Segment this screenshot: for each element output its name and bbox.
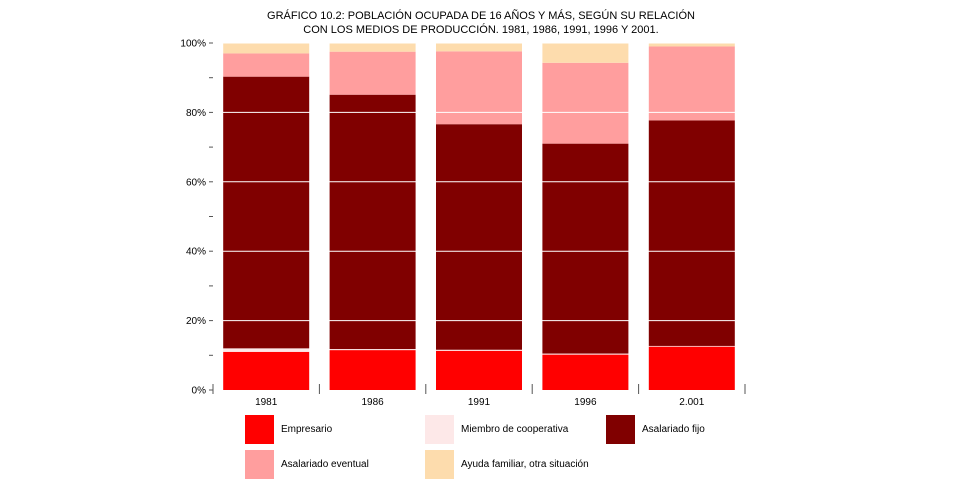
bar-segment [542, 62, 629, 144]
bar-stack-1981 [223, 43, 310, 390]
y-tick-label: 60% [186, 177, 206, 188]
bar-segment [436, 350, 522, 390]
y-tick-label: 100% [180, 39, 206, 50]
bar-segment [329, 350, 416, 390]
bar-stacks [213, 42, 745, 390]
bar-stack-1991 [436, 43, 522, 390]
bar-segment [436, 349, 522, 351]
y-tick-label: 0% [192, 386, 207, 397]
bar-segment [223, 76, 310, 349]
y-tick-label: 80% [186, 108, 206, 119]
bar-segment [436, 43, 522, 52]
chart-title: GRÁFICO 10.2: POBLACIÓN OCUPADA DE 16 AÑ… [0, 9, 962, 37]
bar-segment [542, 143, 629, 354]
bar-segment [648, 46, 735, 121]
y-tick-label: 40% [186, 247, 206, 258]
bar-stack-2.001 [648, 43, 735, 390]
chart-title-line-1: GRÁFICO 10.2: POBLACIÓN OCUPADA DE 16 AÑ… [267, 10, 695, 22]
bar-segment [648, 345, 735, 347]
bar-segment [223, 53, 310, 77]
bar-segment [648, 120, 735, 346]
bar-stack-1986 [329, 43, 416, 390]
bar-stack-1996 [542, 43, 629, 390]
bar-segment [223, 348, 310, 352]
bar-segment [329, 51, 416, 95]
bar-segment [329, 349, 416, 351]
x-tick-label: 2.001 [679, 397, 704, 408]
bar-segment [542, 353, 629, 355]
bar-segment [436, 124, 522, 350]
bar-segment [436, 51, 522, 125]
x-tick-label: 1981 [255, 397, 278, 408]
y-tick-label: 20% [186, 316, 206, 327]
bar-segment [329, 43, 416, 52]
bar-segment [648, 43, 735, 47]
bar-segment [648, 346, 735, 390]
x-tick-label: 1996 [574, 397, 597, 408]
bar-segment [329, 94, 416, 350]
bar-segment [542, 43, 629, 63]
x-tick-label: 1991 [468, 397, 491, 408]
x-tick-label: 1986 [361, 397, 384, 408]
chart-title-line-2: CON LOS MEDIOS DE PRODUCCIÓN. 1981, 1986… [303, 24, 659, 36]
bar-segment [223, 351, 310, 390]
y-axis-ticks: 0% 20% 40% 60% 80% 100% [180, 39, 213, 397]
x-axis-ticks: 1981 1986 1991 1996 2.001 [212, 384, 746, 408]
bar-segment [542, 354, 629, 390]
bar-segment [223, 43, 310, 54]
